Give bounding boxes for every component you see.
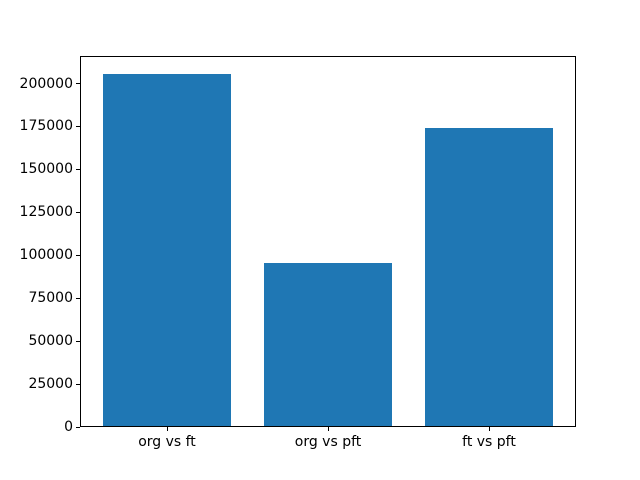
y-tick-label: 75000: [28, 290, 73, 307]
bar-org-vs-ft: [102, 73, 232, 426]
y-tick-label: 200000: [19, 75, 73, 92]
y-tick-mark: [76, 383, 80, 385]
y-tick-mark: [76, 340, 80, 342]
bar-org-vs-pft: [263, 262, 393, 426]
x-tick-mark: [166, 427, 168, 431]
y-tick-mark: [76, 297, 80, 299]
x-tick-label: org vs ft: [138, 434, 196, 450]
y-axis: 0 25000 50000 75000 100000 125000 150000 175000…: [0, 0, 73, 480]
y-tick-mark: [76, 125, 80, 127]
y-tick-label: 50000: [28, 333, 73, 350]
y-tick-label: 25000: [28, 376, 73, 393]
y-tick-mark: [76, 254, 80, 256]
y-tick-mark: [76, 211, 80, 213]
y-tick-label: 175000: [19, 118, 73, 135]
y-tick-label: 150000: [19, 161, 73, 178]
plot-area: [80, 56, 576, 427]
y-tick-label: 125000: [19, 204, 73, 221]
bar-ft-vs-pft: [424, 128, 554, 426]
x-tick-mark: [327, 427, 329, 431]
x-tick-mark: [488, 427, 490, 431]
y-tick-label: 100000: [19, 247, 73, 264]
y-tick-mark: [76, 168, 80, 170]
y-tick-mark: [76, 83, 80, 84]
x-tick-label: ft vs pft: [462, 434, 516, 450]
x-tick-label: org vs pft: [294, 434, 362, 450]
y-tick-mark: [76, 426, 80, 428]
y-tick-label: 0: [64, 419, 73, 435]
